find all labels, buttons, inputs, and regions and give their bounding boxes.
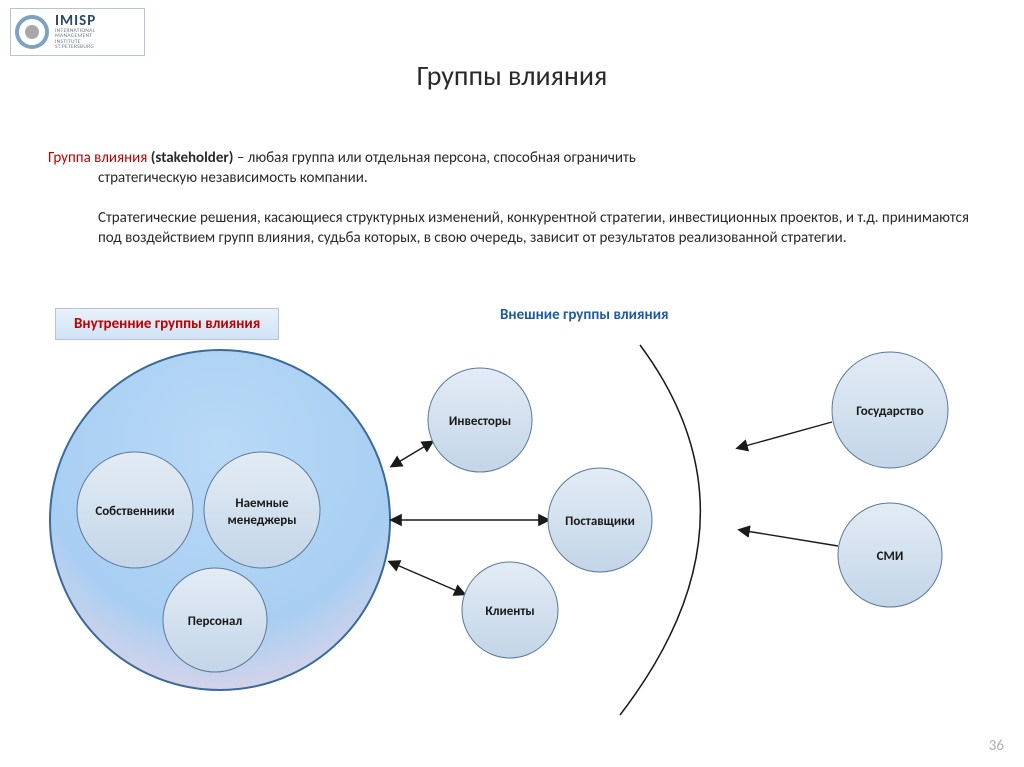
logo-sub4: ST.PETERSBURG — [55, 45, 96, 51]
definition-paragraph: Группа влияния (stakeholder) – любая гру… — [48, 148, 976, 189]
definition-bold: (stakeholder) — [151, 149, 234, 167]
definition-rest: – любая группа или отдельная персона, сп… — [233, 149, 635, 167]
body-paragraph: Стратегические решения, касающиеся струк… — [48, 208, 976, 249]
arrow-3 — [738, 422, 832, 448]
node-label-owners: Собственники — [95, 504, 174, 519]
logo-text: IMISP INTERNATIONAL MANAGEMENT INSTITUTE… — [55, 14, 96, 51]
node-label-managers-1: Наемные — [235, 496, 289, 511]
node-label-clients: Клиенты — [485, 604, 534, 619]
arrow-2 — [390, 562, 464, 594]
arrow-0 — [392, 442, 432, 466]
node-label-suppliers: Поставщики — [565, 514, 635, 529]
node-label-media: СМИ — [877, 549, 904, 564]
logo-icon — [15, 15, 49, 49]
logo: IMISP INTERNATIONAL MANAGEMENT INSTITUTE… — [10, 8, 145, 56]
external-groups-label: Внешние группы влияния — [500, 306, 669, 324]
logo-main: IMISP — [55, 14, 96, 29]
page-number: 36 — [989, 737, 1004, 755]
node-label-staff: Персонал — [188, 614, 243, 629]
definition-lead: Группа влияния — [48, 149, 151, 167]
node-label-state: Государство — [856, 404, 923, 419]
page-title: Группы влияния — [0, 58, 1024, 93]
arrow-4 — [740, 530, 838, 546]
node-label-investors: Инвесторы — [449, 414, 511, 429]
node-label-managers-2: менеджеры — [228, 513, 297, 528]
definition-cont: стратегическую независимость компании. — [48, 168, 976, 188]
stakeholder-diagram: Собственники Наемные менеджеры Персонал Инве… — [0, 330, 1024, 750]
